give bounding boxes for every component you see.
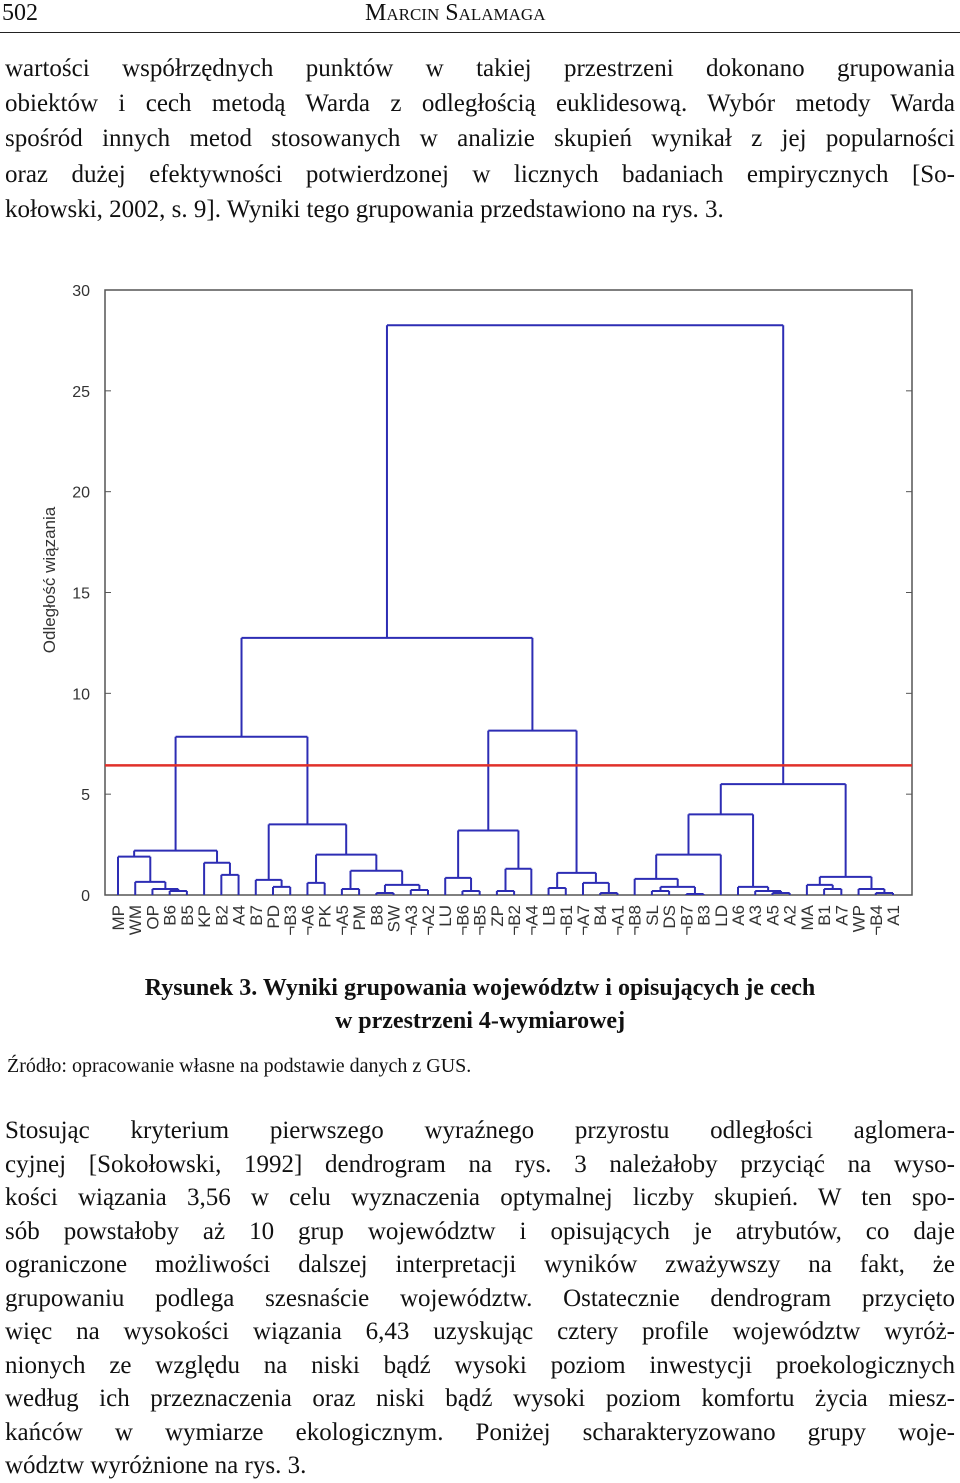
leaf-label: ¬B2 — [505, 905, 524, 936]
leaf-label: WM — [126, 905, 145, 935]
text-line: kańców w wymiarze ekologicznym. Poniżej … — [5, 1418, 955, 1446]
leaf-label: ¬A6 — [298, 905, 317, 936]
leaf-label: LD — [712, 905, 731, 927]
leaf-label: B6 — [161, 905, 180, 926]
text-line: grupowaniu podlega szesnaście województw… — [5, 1284, 955, 1312]
y-tick-label: 25 — [72, 384, 90, 401]
figure-caption: Rysunek 3. Wyniki grupowania województw … — [144, 975, 816, 1001]
text-line: wartości współrzędnych punktów w takiej … — [5, 55, 955, 82]
leaf-label: MA — [798, 904, 817, 930]
text-line: ograniczone możliwości dalszej interpret… — [5, 1251, 955, 1278]
text-line: obiektów i cech metodą Warda z odległośc… — [5, 90, 955, 118]
leaf-label: PD — [264, 905, 283, 929]
text-line: wództw wyróżnione na rys. 3. — [5, 1452, 307, 1479]
plot-frame — [104, 289, 913, 896]
text-line: spośród innych metod stosowanych w anali… — [5, 125, 955, 153]
leaf-label: ¬A2 — [419, 905, 438, 936]
leaf-label: A6 — [729, 905, 748, 926]
leaf-label: B5 — [178, 905, 197, 926]
leaf-label: SL — [643, 905, 662, 926]
leaf-label: ¬A4 — [522, 905, 541, 936]
leaf-label: ¬A3 — [402, 905, 421, 936]
leaf-label: A7 — [832, 905, 851, 926]
figure-caption: w przestrzeni 4-wymiarowej — [334, 1008, 626, 1034]
leaf-label: ¬A5 — [333, 905, 352, 936]
leaf-label: A1 — [884, 905, 903, 926]
leaf-label: LB — [540, 905, 559, 926]
text-line: kołowski, 2002, s. 9]. Wyniki tego grupo… — [5, 195, 724, 223]
leaf-label: B7 — [247, 905, 266, 926]
leaf-label: PK — [316, 904, 335, 927]
text-line: oraz dużej efektywności potwierdzonej w … — [5, 160, 955, 188]
leaf-label: LU — [436, 905, 455, 927]
leaf-label: ¬A1 — [608, 905, 627, 936]
leaf-label: SW — [385, 905, 404, 932]
leaf-label: B3 — [695, 905, 714, 926]
leaf-label: B4 — [591, 905, 610, 926]
figure-source: Źródło: opracowanie własne na podstawie … — [7, 1055, 472, 1077]
text-line: więc na wysokości wiązania 6,43 uzyskują… — [5, 1318, 955, 1345]
y-axis-title: Odległość wiązania — [40, 506, 59, 653]
text-line: sób powstałoby aż 10 grup województw i o… — [5, 1217, 955, 1245]
leaf-label: MP — [109, 905, 128, 931]
leaf-label: A3 — [746, 905, 765, 926]
leaf-label: KP — [195, 905, 214, 928]
leaf-label: ¬B7 — [677, 905, 696, 936]
leaf-label: ¬B4 — [867, 905, 886, 936]
leaf-label: B8 — [367, 905, 386, 926]
leaf-label: ¬B1 — [557, 905, 576, 936]
page-number: 502 — [2, 0, 38, 26]
header-rule — [0, 32, 960, 33]
leaf-label: A4 — [230, 905, 249, 926]
y-tick-label: 30 — [72, 283, 90, 300]
leaf-label: WP — [850, 905, 869, 932]
leaf-label: B2 — [212, 905, 231, 926]
leaf-label: ZP — [488, 905, 507, 927]
leaf-label: A2 — [781, 905, 800, 926]
running-head: Marcin Salamaga — [365, 0, 546, 26]
y-tick-label: 15 — [72, 586, 90, 603]
leaf-label: B1 — [815, 905, 834, 926]
leaf-label: ¬B3 — [281, 905, 300, 936]
leaf-label: OP — [143, 905, 162, 930]
leaf-label: ¬B6 — [453, 905, 472, 936]
text-line: cyjnej [Sokołowski, 1992] dendrogram na … — [5, 1150, 955, 1178]
leaf-label: A5 — [763, 905, 782, 926]
leaf-label: ¬A7 — [574, 905, 593, 936]
y-tick-label: 20 — [72, 485, 90, 502]
text-line: Stosując kryterium pierwszego wyraźnego … — [5, 1117, 955, 1144]
text-line: według ich przeznaczenia oraz niski bądź… — [5, 1385, 955, 1412]
y-tick-label: 10 — [72, 686, 90, 703]
leaf-label: ¬B8 — [626, 905, 645, 936]
dendrogram: Odległość wiązania 051015202530MPWMOPB6B… — [40, 283, 913, 936]
leaf-label: PM — [350, 905, 369, 931]
text-line: nionych ze względu na niski bądź wysoki … — [5, 1351, 955, 1379]
y-tick-label: 0 — [81, 888, 90, 905]
leaf-label: ¬B5 — [471, 905, 490, 936]
y-tick-label: 5 — [81, 787, 90, 804]
text-line: kości wiązania 3,56 w celu wyznaczenia o… — [5, 1184, 955, 1211]
leaf-label: DS — [660, 905, 679, 929]
